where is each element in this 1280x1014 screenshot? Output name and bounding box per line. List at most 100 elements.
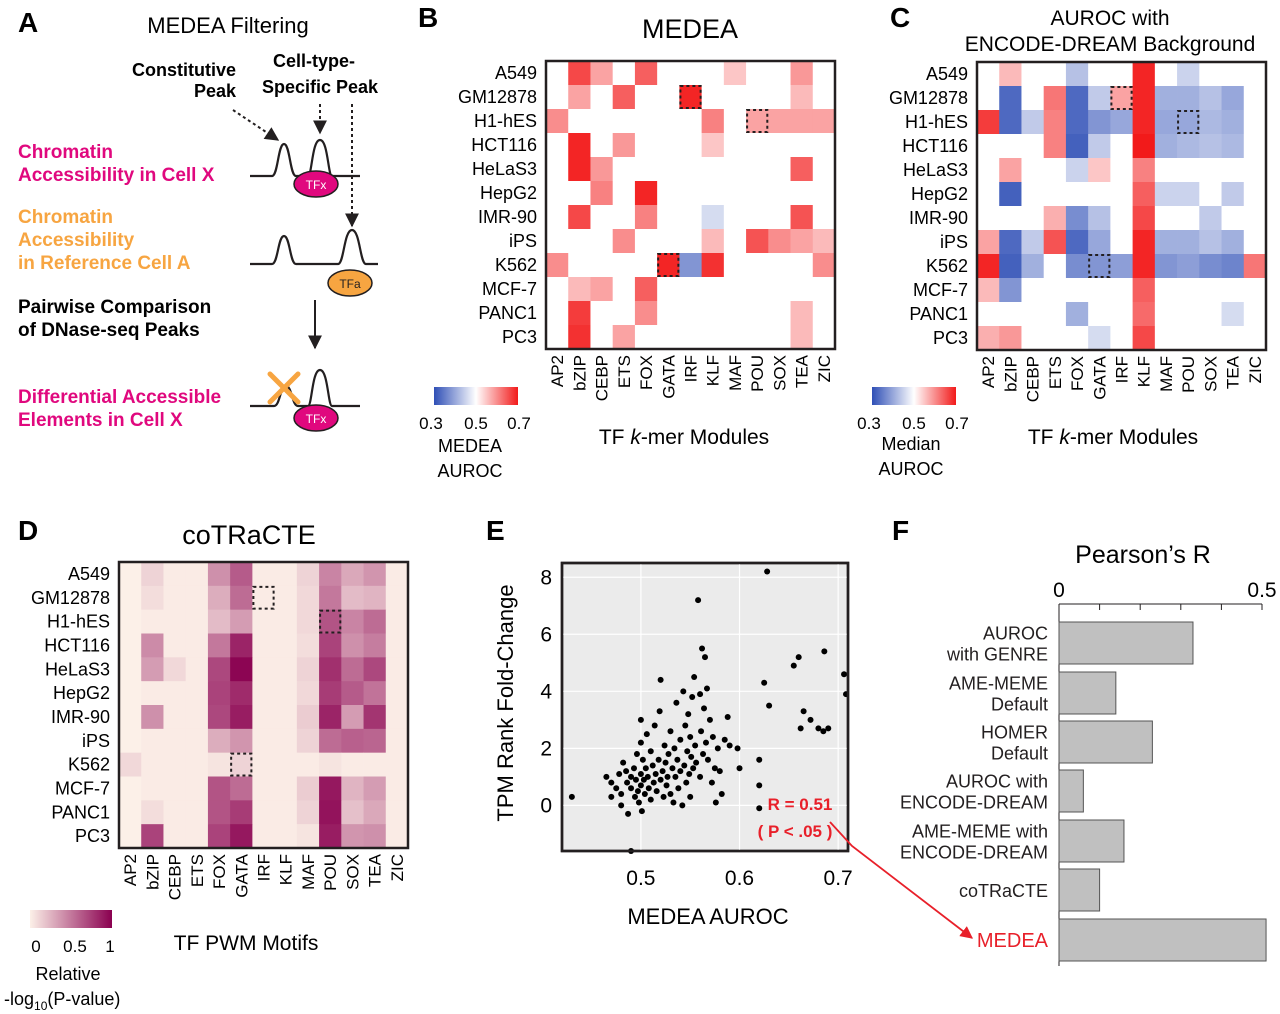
- scatter-point: [637, 782, 644, 789]
- scatter-point: [688, 753, 695, 760]
- heat-cell: [296, 562, 320, 587]
- row-label: GM12878: [458, 87, 537, 107]
- col-label: POU: [1179, 356, 1198, 393]
- heat-cell: [701, 61, 725, 86]
- panel-b-letter: B: [418, 2, 438, 33]
- col-label: GATA: [232, 853, 251, 897]
- heat-cell: [679, 109, 703, 134]
- heat-cell: [568, 277, 591, 302]
- col-label: AP2: [979, 356, 998, 388]
- bar-category-label: AUROC: [983, 624, 1048, 644]
- heat-cell: [1132, 134, 1156, 159]
- scatter-point: [841, 671, 848, 678]
- heat-cell: [230, 609, 253, 634]
- heat-cell: [612, 253, 636, 278]
- scatter-point: [689, 694, 696, 701]
- heat-cell: [1243, 62, 1267, 87]
- heat-cell: [385, 681, 409, 706]
- heat-cell: [296, 633, 320, 658]
- heat-cell: [790, 277, 814, 302]
- col-label: TEA: [1224, 355, 1243, 389]
- heat-cell: [163, 585, 187, 611]
- heat-cell: [163, 776, 187, 801]
- heat-cell: [1065, 206, 1089, 231]
- heat-cell: [612, 157, 636, 182]
- heat-cell: [119, 585, 142, 611]
- scatter-point: [736, 765, 743, 772]
- heat-cell: [1199, 206, 1222, 231]
- heat-cell: [657, 205, 680, 230]
- heat-cell: [252, 752, 276, 777]
- scatter-point: [734, 745, 741, 752]
- panel-b: B MEDEA A549 GM12878 H1-hES HCT116 HeLaS3 Hep…: [418, 2, 837, 481]
- heat-cell: [1199, 254, 1222, 279]
- scatter-point: [651, 722, 658, 729]
- heat-cell: [119, 824, 142, 849]
- heat-cell: [1243, 302, 1267, 327]
- col-label: TEA: [366, 853, 385, 887]
- row-label: PC3: [502, 327, 537, 347]
- heat-cell: [1243, 86, 1267, 111]
- scatter-point: [664, 773, 671, 780]
- heat-cell: [568, 133, 591, 158]
- scatter-point: [657, 676, 664, 683]
- row-label: HCT116: [902, 136, 968, 156]
- heat-cell: [568, 205, 591, 230]
- heat-cell: [185, 800, 209, 825]
- heat-cell: [119, 562, 142, 587]
- heat-cell: [812, 325, 836, 350]
- heat-cell: [723, 109, 747, 134]
- heat-cell: [746, 229, 769, 254]
- row-labels-d: A549 GM12878 H1-hES HCT116 HeLaS3 HepG2 IMR-90…: [31, 564, 110, 846]
- heat-cell: [363, 681, 387, 706]
- heat-cell: [141, 752, 164, 777]
- col-label: FOX: [1068, 356, 1087, 391]
- panel-b-title: MEDEA: [642, 14, 738, 44]
- heat-cell: [252, 633, 276, 658]
- scatter-point: [633, 751, 640, 758]
- heat-cell: [977, 158, 1000, 183]
- heat-cell: [319, 776, 342, 801]
- heat-cell: [1177, 134, 1200, 159]
- heat-cell: [141, 800, 164, 825]
- heat-cell: [1154, 86, 1178, 111]
- specific-label-1: Cell-type-: [273, 51, 355, 71]
- heat-cell: [1088, 278, 1111, 303]
- row-label: K562: [926, 256, 968, 276]
- heat-cell: [812, 301, 836, 326]
- heat-cell: [274, 776, 298, 801]
- heat-cell: [1132, 110, 1156, 135]
- heat-cell: [723, 253, 747, 278]
- heat-cell: [701, 253, 725, 278]
- heat-cell: [701, 205, 725, 230]
- heat-cell: [1177, 302, 1200, 327]
- heat-cell: [185, 681, 209, 706]
- cross-icon: [267, 371, 301, 405]
- scatter-ticks: 0.5 0.6 0.7 0 2 4 6 8: [540, 566, 852, 890]
- heat-cell: [385, 776, 409, 801]
- heat-cell: [590, 205, 614, 230]
- scatter-point: [825, 725, 832, 732]
- scale-b-label-1: MEDEA: [438, 436, 502, 456]
- heatmap-d: [119, 562, 409, 849]
- heat-cell: [790, 301, 814, 326]
- scatter-point: [756, 756, 763, 763]
- heat-cell: [746, 61, 769, 86]
- heat-cell: [746, 253, 769, 278]
- heat-cell: [207, 585, 231, 611]
- heat-cell: [701, 85, 725, 110]
- scatter-point: [653, 788, 660, 795]
- heat-cell: [1088, 254, 1111, 279]
- bar: [1058, 868, 1101, 912]
- heat-cell: [768, 229, 791, 254]
- heat-cell: [1110, 278, 1134, 303]
- heat-cell: [163, 752, 187, 777]
- heat-cell: [634, 277, 658, 302]
- col-label: ZIC: [1246, 356, 1265, 383]
- scatter-points: [568, 568, 850, 854]
- heat-cell: [1243, 230, 1267, 255]
- row-labels-c: A549 GM12878 H1-hES HCT116 HeLaS3 HepG2 IMR-90…: [889, 64, 968, 348]
- y-tick-label: 4: [540, 680, 552, 703]
- scatter-point: [618, 790, 625, 797]
